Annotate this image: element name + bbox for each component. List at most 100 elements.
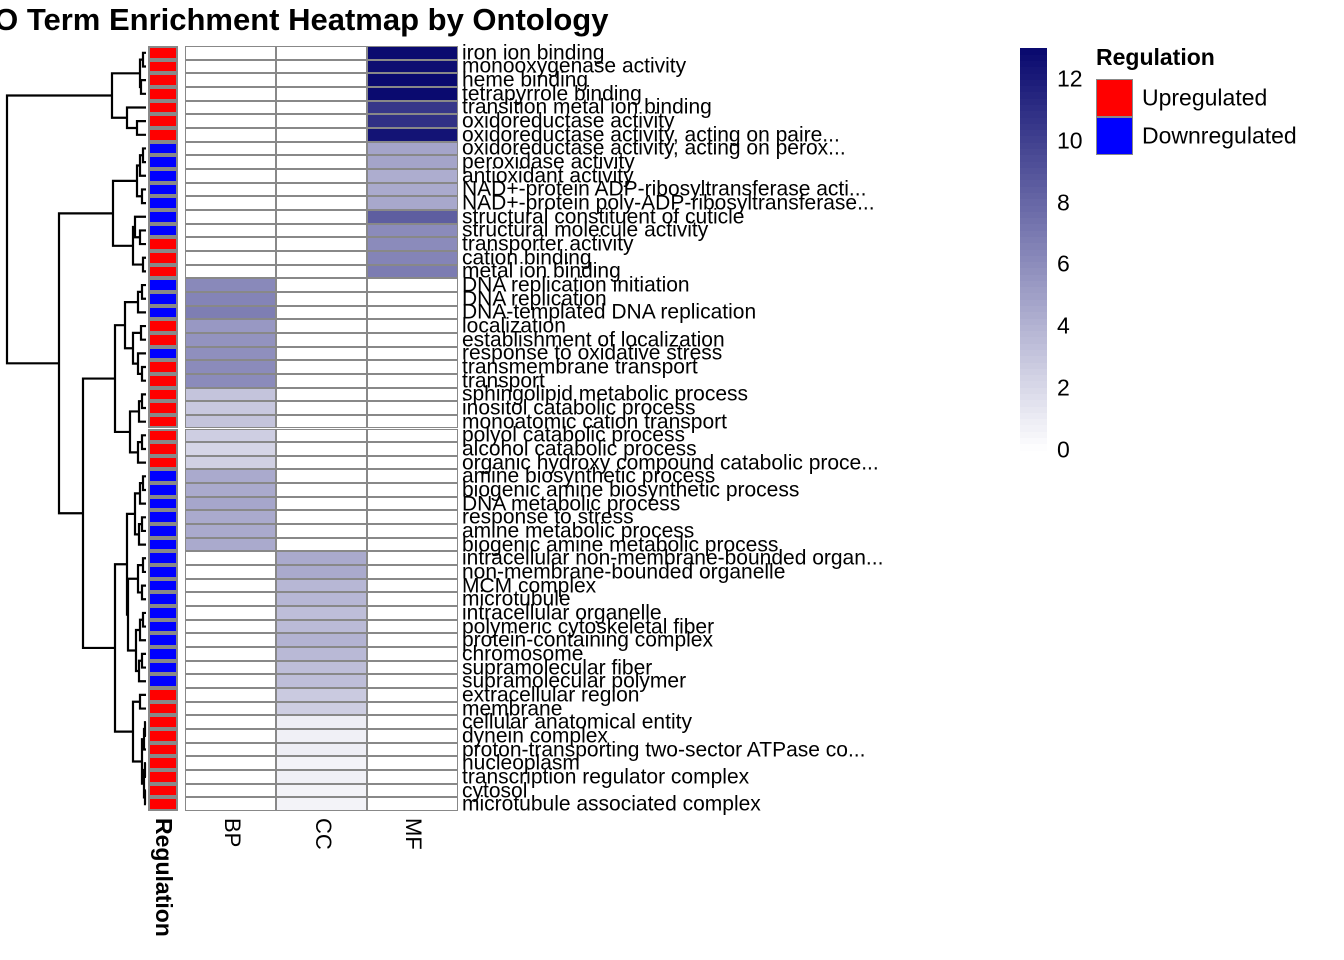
heatmap-cell bbox=[185, 483, 276, 497]
heatmap-cell bbox=[276, 387, 367, 402]
colorbar-step bbox=[1020, 349, 1047, 357]
annotation-cell bbox=[148, 537, 178, 552]
legend-title: Regulation bbox=[1096, 44, 1215, 70]
colorbar-step bbox=[1020, 48, 1047, 55]
row-label: localization bbox=[462, 314, 566, 338]
row-label: polyol catabolic process bbox=[462, 423, 685, 447]
dendrogram-branch bbox=[143, 789, 147, 806]
row-label: dynein complex bbox=[462, 724, 608, 748]
row-label: monooxygenase activity bbox=[462, 54, 687, 78]
heatmap-cell bbox=[367, 387, 458, 402]
heatmap-cell bbox=[185, 182, 276, 197]
annotation-cell bbox=[148, 196, 178, 210]
heatmap-cell bbox=[185, 510, 276, 525]
regulation-legend: Regulation Upregulated Downregulated bbox=[1096, 44, 1297, 155]
dendrogram-branch bbox=[142, 768, 146, 799]
dendrogram-branch bbox=[143, 721, 147, 737]
annotation-cell bbox=[148, 141, 178, 156]
heatmap-cell bbox=[185, 114, 276, 128]
colorbar-step bbox=[1020, 324, 1047, 332]
colorbar-step bbox=[1020, 424, 1047, 432]
colorbar-step bbox=[1020, 399, 1047, 407]
heatmap-cell bbox=[276, 565, 367, 579]
heatmap-cell bbox=[276, 701, 367, 716]
heatmap-cell bbox=[276, 455, 367, 470]
legend-item-label: Downregulated bbox=[1142, 122, 1297, 149]
annotation-cell bbox=[148, 483, 178, 497]
colorbar-step bbox=[1020, 167, 1047, 175]
heatmap-cell bbox=[276, 305, 367, 320]
dendrogram-branch bbox=[140, 188, 146, 205]
heatmap-cell bbox=[367, 223, 458, 238]
heatmap-cell bbox=[276, 578, 367, 593]
heatmap-cell bbox=[367, 483, 458, 497]
heatmap-cell bbox=[276, 209, 367, 224]
heatmap-cell bbox=[276, 237, 367, 251]
heatmap-cell bbox=[185, 537, 276, 552]
colorbar-step bbox=[1020, 142, 1047, 149]
row-label: DNA-templated DNA replication bbox=[462, 300, 757, 324]
colorbar-step bbox=[1020, 205, 1047, 212]
heatmap-cell bbox=[276, 401, 367, 415]
row-label: MCM complex bbox=[462, 574, 597, 598]
heatmap-cell bbox=[185, 100, 276, 115]
colorbar-step bbox=[1020, 318, 1047, 325]
heatmap-cell bbox=[367, 510, 458, 525]
dendrogram-branch bbox=[141, 475, 146, 492]
dendrogram-branch bbox=[140, 652, 146, 669]
dendrogram-branch bbox=[140, 393, 146, 410]
annotation-cell bbox=[148, 578, 178, 593]
colorbar-step bbox=[1020, 186, 1047, 193]
row-label: microtubule associated complex bbox=[462, 792, 761, 816]
colorbar-step bbox=[1020, 104, 1047, 112]
heatmap-cell bbox=[367, 565, 458, 579]
heatmap-cell bbox=[367, 660, 458, 675]
heatmap-cell bbox=[185, 496, 276, 511]
colorbar-step bbox=[1020, 280, 1047, 288]
colorbar-step bbox=[1020, 274, 1047, 281]
row-label: transport bbox=[462, 369, 545, 393]
heatmap-cell bbox=[367, 346, 458, 361]
heatmap-cell bbox=[276, 264, 367, 279]
heatmap-cell bbox=[185, 59, 276, 74]
row-label: cytosol bbox=[462, 779, 528, 802]
dendrogram-branch bbox=[141, 256, 146, 273]
heatmap-cell bbox=[276, 319, 367, 333]
dendrogram-branch bbox=[138, 693, 146, 710]
colorbar-step bbox=[1020, 123, 1047, 131]
heatmap-cell bbox=[367, 401, 458, 415]
annotation-cell bbox=[148, 387, 178, 402]
heatmap-cell bbox=[276, 537, 367, 552]
colorbar bbox=[1020, 48, 1047, 451]
colorbar-step bbox=[1020, 387, 1047, 394]
heatmap-cell bbox=[185, 414, 276, 429]
heatmap-cell bbox=[185, 619, 276, 634]
heatmap-cell bbox=[185, 592, 276, 607]
dendrogram-branch bbox=[141, 147, 146, 164]
heatmap-cell bbox=[185, 291, 276, 306]
dendrogram-branch bbox=[135, 120, 146, 136]
heatmap-cell bbox=[367, 428, 458, 443]
heatmap-cell bbox=[367, 688, 458, 702]
colorbar-step bbox=[1020, 286, 1047, 294]
heatmap-cell bbox=[185, 674, 276, 689]
heatmap-cell bbox=[276, 114, 367, 128]
colorbar-step bbox=[1020, 66, 1047, 74]
annotation-cell bbox=[148, 114, 178, 128]
heatmap-cell bbox=[185, 633, 276, 648]
colorbar-step bbox=[1020, 236, 1047, 244]
row-label: protein-containing complex bbox=[462, 628, 713, 652]
annotation-cell bbox=[148, 59, 178, 74]
colorbar-step bbox=[1020, 305, 1047, 313]
legend-item-upregulated: Upregulated bbox=[1096, 79, 1267, 117]
heatmap-cell bbox=[276, 414, 367, 429]
heatmap-cell bbox=[276, 360, 367, 374]
heatmap-cell bbox=[367, 155, 458, 169]
heatmap-cell bbox=[367, 168, 458, 183]
colorbar-step bbox=[1020, 443, 1047, 451]
heatmap-cell bbox=[276, 633, 367, 648]
heatmap-cell bbox=[185, 86, 276, 101]
colorbar-step bbox=[1020, 211, 1047, 219]
heatmap-cell bbox=[367, 496, 458, 511]
row-label: inositol catabolic process bbox=[462, 396, 696, 420]
